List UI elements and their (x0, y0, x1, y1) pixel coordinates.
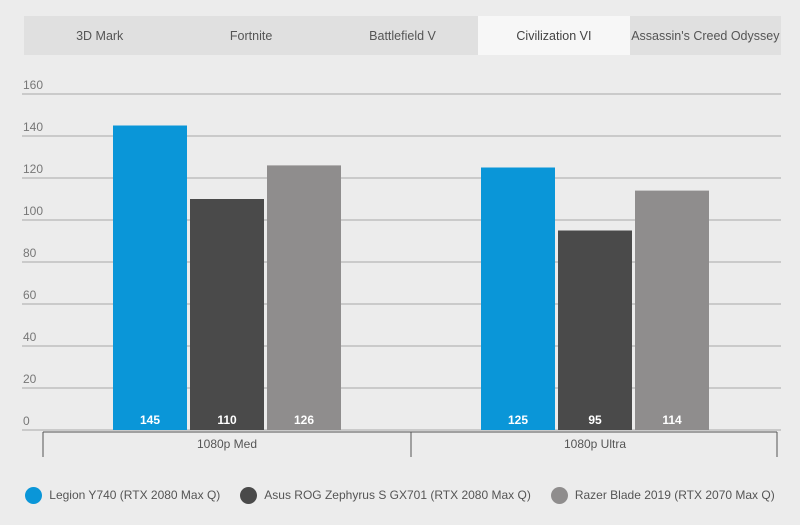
legend-item-legion[interactable]: Legion Y740 (RTX 2080 Max Q) (25, 486, 221, 504)
tab-3d-mark[interactable]: 3D Mark (76, 28, 124, 43)
y-tick-label-80: 80 (23, 246, 37, 260)
bar-value-label-0-1: 110 (217, 413, 237, 427)
tab-civilization-vi[interactable]: Civilization VI (478, 16, 630, 55)
chart-legend: Legion Y740 (RTX 2080 Max Q) Asus ROG Ze… (0, 480, 800, 510)
bar-value-label-1-0: 125 (508, 413, 528, 427)
bar-0-2 (267, 165, 341, 430)
bar-value-label-1-1: 95 (588, 413, 602, 427)
y-tick-label-140: 140 (23, 120, 43, 134)
y-tick-label-40: 40 (23, 330, 37, 344)
legend-label-asus: Asus ROG Zephyrus S GX701 (RTX 2080 Max … (264, 488, 531, 502)
tab-battlefield-v[interactable]: Battlefield V (369, 28, 436, 43)
x-category-label-0: 1080p Med (197, 437, 257, 451)
bar-value-label-0-0: 145 (140, 413, 160, 427)
tab-assassins-creed-odyssey[interactable]: Assassin's Creed Odyssey (631, 28, 780, 43)
legend-swatch-asus (240, 486, 258, 504)
tab-fortnite[interactable]: Fortnite (229, 28, 273, 43)
legend-label-razer: Razer Blade 2019 (RTX 2070 Max Q) (574, 488, 775, 502)
bar-1-2 (635, 190, 709, 430)
y-tick-label-60: 60 (23, 288, 37, 302)
game-tabs: 3D Mark Fortnite Battlefield V Civilizat… (24, 16, 781, 55)
legend-item-razer[interactable]: Razer Blade 2019 (RTX 2070 Max Q) (550, 486, 775, 504)
y-tick-label-0: 0 (23, 414, 30, 428)
chart-svg: 0 20 40 60 80 100 120 140 160 145 110 126 1080p Med 1… (22, 78, 781, 457)
bar-0-0 (113, 125, 187, 430)
bar-chart: 0 20 40 60 80 100 120 140 160 145 110 126 1080p Med 1… (0, 60, 800, 480)
bar-value-label-0-2: 126 (294, 413, 314, 427)
legend-swatch-legion (25, 486, 43, 504)
legend-item-asus[interactable]: Asus ROG Zephyrus S GX701 (RTX 2080 Max … (240, 486, 531, 504)
legend-swatch-razer (550, 486, 568, 504)
bar-1-1 (558, 230, 632, 430)
x-category-label-1: 1080p Ultra (564, 437, 626, 451)
y-tick-label-100: 100 (23, 204, 43, 218)
y-tick-label-160: 160 (23, 78, 43, 92)
bar-value-label-1-2: 114 (662, 413, 682, 427)
bar-0-1 (190, 199, 264, 430)
legend-label-legion: Legion Y740 (RTX 2080 Max Q) (49, 488, 221, 502)
y-tick-label-20: 20 (23, 372, 37, 386)
y-tick-label-120: 120 (23, 162, 43, 176)
bar-1-0 (481, 167, 555, 430)
